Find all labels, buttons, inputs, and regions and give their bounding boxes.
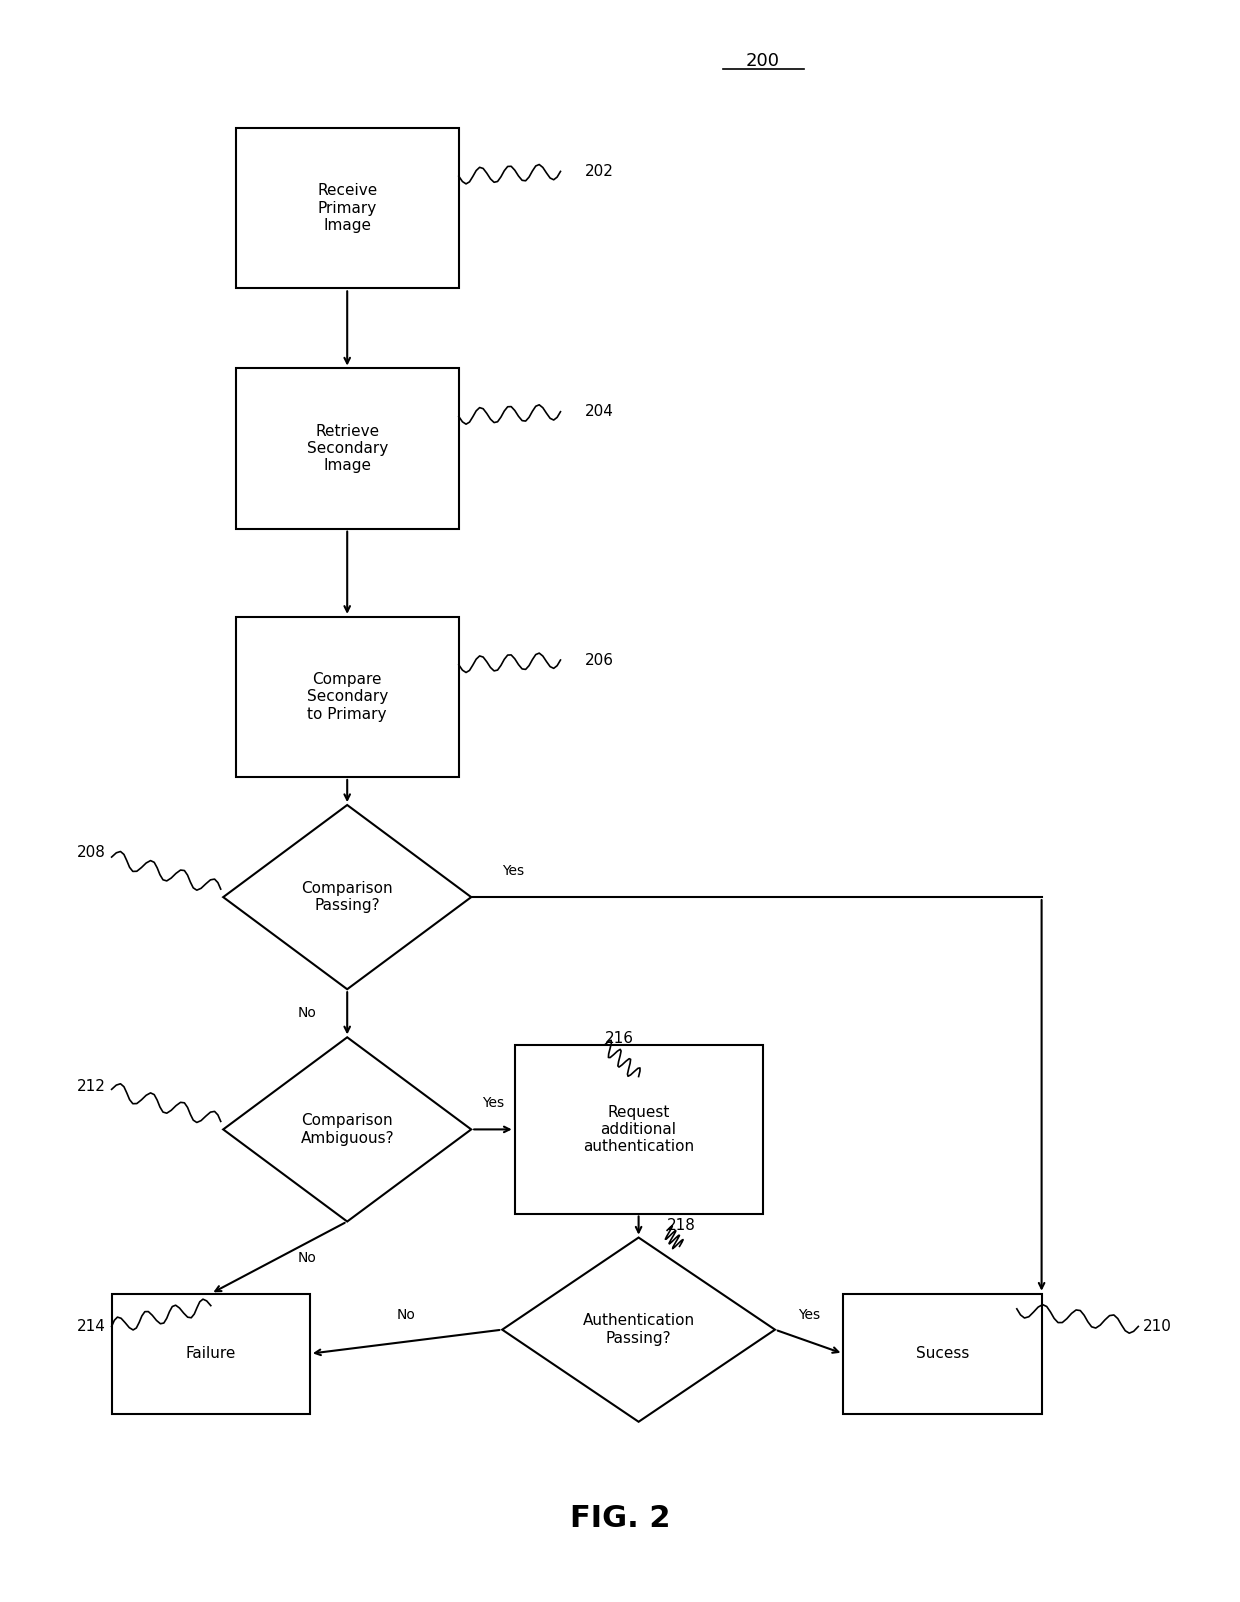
Text: Comparison
Passing?: Comparison Passing? — [301, 881, 393, 913]
Text: FIG. 2: FIG. 2 — [569, 1504, 671, 1533]
FancyBboxPatch shape — [515, 1046, 763, 1214]
FancyBboxPatch shape — [236, 617, 459, 777]
Text: 214: 214 — [77, 1318, 105, 1334]
Text: Request
additional
authentication: Request additional authentication — [583, 1104, 694, 1155]
Text: Comparison
Ambiguous?: Comparison Ambiguous? — [300, 1113, 394, 1145]
Text: Sucess: Sucess — [915, 1346, 970, 1362]
Text: 212: 212 — [77, 1078, 105, 1094]
Text: Retrieve
Secondary
Image: Retrieve Secondary Image — [306, 423, 388, 474]
Text: No: No — [298, 1006, 316, 1020]
Text: 202: 202 — [585, 163, 614, 179]
Text: Authentication
Passing?: Authentication Passing? — [583, 1314, 694, 1346]
Text: No: No — [298, 1251, 316, 1264]
Text: 206: 206 — [585, 652, 614, 668]
Text: Yes: Yes — [502, 863, 525, 878]
Text: 204: 204 — [585, 404, 614, 420]
Text: No: No — [397, 1309, 415, 1323]
Text: 210: 210 — [1143, 1318, 1172, 1334]
Text: Yes: Yes — [799, 1309, 820, 1323]
Polygon shape — [502, 1237, 775, 1423]
Text: Failure: Failure — [186, 1346, 236, 1362]
Text: Yes: Yes — [482, 1096, 503, 1110]
FancyBboxPatch shape — [112, 1294, 310, 1415]
Text: 218: 218 — [667, 1218, 696, 1234]
Polygon shape — [223, 1038, 471, 1221]
FancyBboxPatch shape — [236, 128, 459, 288]
Text: 216: 216 — [605, 1030, 634, 1046]
Polygon shape — [223, 804, 471, 988]
Text: 200: 200 — [745, 51, 780, 70]
Text: Compare
Secondary
to Primary: Compare Secondary to Primary — [306, 671, 388, 723]
Text: Receive
Primary
Image: Receive Primary Image — [317, 183, 377, 234]
Text: 208: 208 — [77, 844, 105, 860]
FancyBboxPatch shape — [843, 1294, 1042, 1415]
FancyBboxPatch shape — [236, 368, 459, 529]
